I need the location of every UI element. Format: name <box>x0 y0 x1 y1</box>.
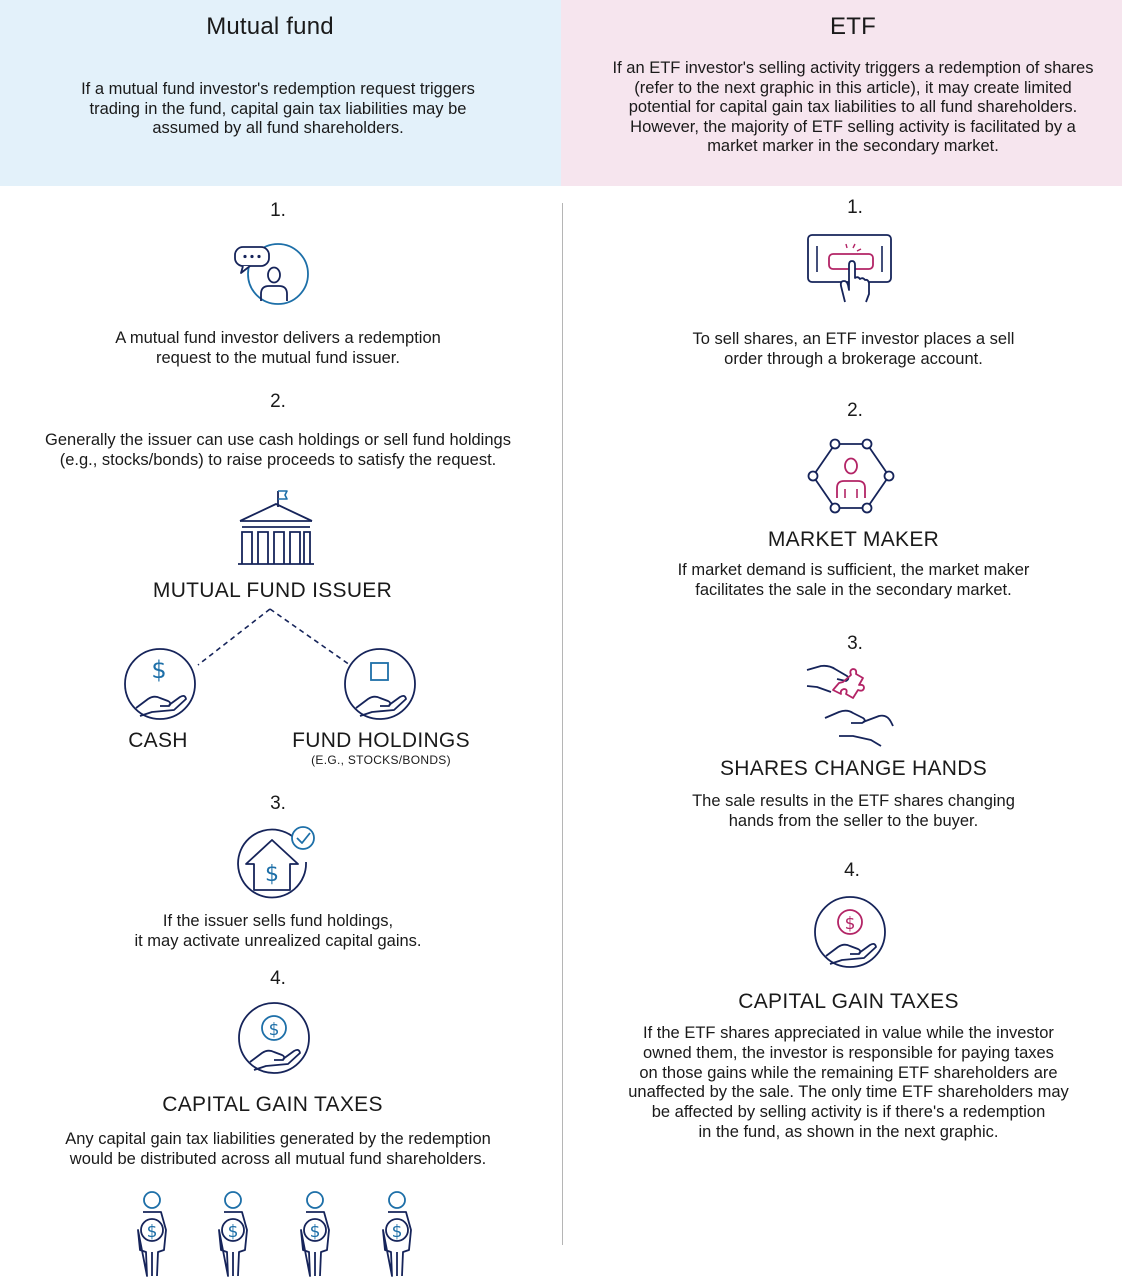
intro-line: If an ETF investor's selling activity tr… <box>612 59 1094 77</box>
text-line: be affected by selling activity is if th… <box>651 1103 1046 1122</box>
etf-step3-text: The sale results in the ETF shares chang… <box>571 791 1122 831</box>
text-line: order through a brokerage account. <box>724 350 983 368</box>
etf-capital-gain-label: CAPITAL GAIN TAXES <box>738 990 959 1013</box>
shareholder-icon <box>218 1191 248 1277</box>
mf-cash-label: CASH <box>128 729 188 752</box>
svg-text:$: $ <box>269 1020 280 1040</box>
text-line: The sale results in the ETF shares chang… <box>692 792 1015 810</box>
mf-step2-text: Generally the issuer can use cash holdin… <box>0 430 556 470</box>
mf-holdings-sublabel: (E.G., STOCKS/BONDS) <box>311 753 451 767</box>
mf-step2-number: 2. <box>270 391 286 412</box>
text-line: on those gains while the remaining ETF s… <box>639 1063 1058 1082</box>
shareholder-icon <box>300 1191 330 1277</box>
etf-step2-text: If market demand is sufficient, the mark… <box>571 560 1122 600</box>
etf-step4-number: 4. <box>844 860 860 881</box>
mf-step3-number: 3. <box>270 793 286 814</box>
coin-hand-icon: $ <box>814 896 886 968</box>
mf-holdings-label: FUND HOLDINGS <box>292 729 470 752</box>
text-line: would be distributed across all mutual f… <box>69 1150 487 1168</box>
etf-intro: If an ETF investor's selling activity tr… <box>561 59 1122 157</box>
svg-text:$: $ <box>151 656 166 684</box>
puzzle-hands-icon <box>806 664 894 747</box>
building-icon <box>238 490 314 565</box>
etf-step2-number: 2. <box>847 400 863 421</box>
mutual-fund-intro: If a mutual fund investor's redemption r… <box>0 80 556 139</box>
text-line: unaffected by the sale. The only time ET… <box>628 1083 1069 1102</box>
shareholders-row: $ <box>137 1191 412 1277</box>
intro-line: assumed by all fund shareholders. <box>152 119 404 138</box>
etf-shares-change-label: SHARES CHANGE HANDS <box>719 757 988 780</box>
intro-line: trading in the fund, capital gain tax li… <box>89 99 467 118</box>
text-line: If market demand is sufficient, the mark… <box>677 561 1030 579</box>
svg-text:$: $ <box>265 862 279 887</box>
mf-step4-text: Any capital gain tax liabilities generat… <box>0 1129 556 1169</box>
mf-step1-text: A mutual fund investor delivers a redemp… <box>0 328 556 368</box>
mf-issuer-label: MUTUAL FUND ISSUER <box>152 579 393 602</box>
text-line: If the ETF shares appreciated in value w… <box>643 1024 1054 1042</box>
network-person-icon <box>807 438 895 514</box>
mf-step4-number: 4. <box>270 968 286 989</box>
etf-market-maker-label: MARKET MAKER <box>767 528 940 551</box>
text-line: facilitates the sale in the secondary ma… <box>695 581 1012 599</box>
etf-step4-text: If the ETF shares appreciated in value w… <box>566 1024 1122 1143</box>
text-line: (e.g., stocks/bonds) to raise proceeds t… <box>59 451 497 469</box>
coin-hand-icon: $ <box>238 1002 310 1074</box>
text-line: If the issuer sells fund holdings, <box>162 912 394 930</box>
intro-line: potential for capital gain tax liabiliti… <box>628 98 1078 117</box>
holdings-hand-icon <box>344 648 416 720</box>
cash-hand-icon: $ <box>124 648 196 720</box>
text-line: it may activate unrealized capital gains… <box>134 932 422 950</box>
mf-step3-text: If the issuer sells fund holdings, it ma… <box>0 911 556 951</box>
column-divider <box>562 203 563 1245</box>
etf-step1-text: To sell shares, an ETF investor places a… <box>571 329 1122 369</box>
intro-line: If a mutual fund investor's redemption r… <box>81 80 475 98</box>
text-line: Any capital gain tax liabilities generat… <box>65 1130 491 1148</box>
etf-title: ETF <box>830 13 876 40</box>
shareholder-icon <box>382 1191 412 1277</box>
intro-line: market marker in the secondary market. <box>707 137 999 156</box>
text-line: hands from the seller to the buyer. <box>728 812 979 830</box>
text-line: A mutual fund investor delivers a redemp… <box>115 329 441 347</box>
svg-text:$: $ <box>845 914 856 934</box>
text-line: in the fund, as shown in the next graphi… <box>698 1122 999 1141</box>
etf-header <box>561 0 1122 186</box>
dashed-connector <box>197 608 351 666</box>
shareholder-icon <box>137 1191 167 1277</box>
text-line: Generally the issuer can use cash holdin… <box>45 431 511 449</box>
investor-chat-icon <box>234 243 309 305</box>
mf-capital-gain-label: CAPITAL GAIN TAXES <box>162 1093 383 1116</box>
mutual-fund-header <box>0 0 561 186</box>
intro-line: (refer to the next graphic in this artic… <box>634 78 1072 97</box>
intro-line: However, the majority of ETF selling act… <box>630 117 1076 136</box>
text-line: To sell shares, an ETF investor places a… <box>692 330 1015 348</box>
mutual-fund-title: Mutual fund <box>206 13 334 40</box>
text-line: request to the mutual fund issuer. <box>156 349 400 367</box>
mf-step1-number: 1. <box>270 200 286 221</box>
tablet-tap-icon <box>807 234 892 303</box>
etf-step1-number: 1. <box>847 197 863 218</box>
text-line: owned them, the investor is responsible … <box>643 1043 1054 1062</box>
house-dollar-check-icon: $ <box>237 826 315 899</box>
etf-step3-number: 3. <box>847 633 863 654</box>
